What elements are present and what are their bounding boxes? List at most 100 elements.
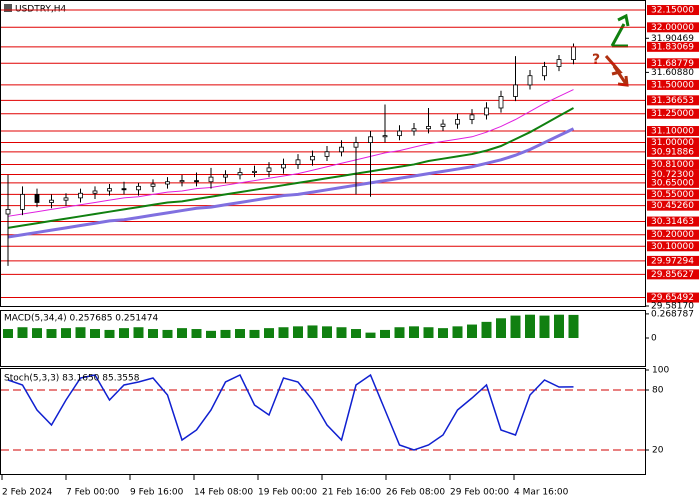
macd-bar [539, 315, 550, 338]
x-tick-label: 7 Feb 00:00 [66, 488, 120, 498]
macd-bar [336, 327, 347, 338]
main-panel [0, 0, 646, 307]
x-tick-label: 14 Feb 08:00 [194, 488, 253, 498]
candle-body [469, 114, 475, 120]
candle-body [397, 130, 402, 137]
level-label: 30.55000 [651, 190, 694, 200]
level-label: 29.97294 [651, 256, 694, 266]
candle-body [310, 155, 315, 161]
current-price-label: 31.83069 [651, 42, 694, 52]
level-tag [647, 126, 699, 137]
x-tick-label: 29 Feb 00:00 [450, 488, 509, 498]
buy-arrow-icon [610, 13, 630, 48]
candle-body [426, 126, 431, 130]
macd-bar [525, 314, 535, 338]
candle-body [5, 208, 11, 215]
macd-bar [467, 324, 477, 338]
macd-bar [496, 318, 506, 338]
macd-bar [104, 329, 115, 338]
moving-average [7, 107, 574, 229]
candle-body [223, 174, 228, 178]
level-tag [647, 241, 699, 252]
level-label: 30.72300 [651, 170, 694, 180]
level-tag [647, 58, 699, 69]
candle-body [150, 183, 156, 187]
candle-body [237, 172, 243, 176]
candle-body [208, 176, 214, 183]
macd-bar [46, 329, 57, 338]
x-tick-label: 4 Mar 16:00 [514, 488, 569, 498]
indicator-title: Stoch(5,3,3) 83.1650 85.3558 [4, 374, 140, 384]
candle-body [324, 151, 330, 157]
candle-body [542, 66, 547, 77]
candle-body [107, 188, 112, 192]
macd-bar [554, 314, 564, 338]
candle-body [353, 142, 359, 148]
level-label: 30.65000 [651, 178, 694, 188]
candle-body [411, 128, 417, 132]
candle-body [498, 96, 504, 109]
macd-bar [409, 326, 419, 338]
level-tag [647, 177, 699, 188]
macd-bar [264, 328, 274, 338]
macd-bar [249, 329, 260, 338]
candle-body [78, 192, 83, 199]
macd-bar [365, 332, 376, 338]
level-label: 32.00000 [651, 23, 694, 33]
y-tick-label: 29.58170 [651, 302, 694, 312]
x-tick-label: 21 Feb 16:00 [322, 488, 381, 498]
macd-bar [162, 329, 173, 338]
macd-bar [293, 326, 303, 338]
candle-body [194, 180, 199, 183]
candle-body [92, 190, 98, 194]
level-tag [647, 146, 699, 157]
symbol-label: USDTRY,H4 [15, 5, 67, 15]
candle-body [455, 119, 460, 125]
macd-bar [322, 326, 332, 338]
candle-body [63, 197, 69, 201]
level-label: 31.00000 [651, 138, 694, 148]
macd-bar [307, 325, 318, 338]
level-label: 31.25000 [651, 109, 694, 119]
candle-body [295, 159, 301, 165]
level-tag [647, 200, 699, 211]
candle-body [513, 84, 518, 97]
macd-bar [32, 328, 42, 338]
level-tag [647, 95, 699, 106]
macd-bar [148, 329, 158, 338]
stoch-line [7, 373, 574, 451]
macd-bar [380, 329, 390, 338]
level-label: 30.81000 [651, 160, 694, 170]
candle-body [252, 170, 257, 173]
level-label: 31.36653 [651, 96, 694, 106]
macd-bar [394, 327, 405, 338]
y-tick-label: 80 [652, 386, 664, 396]
level-tag [647, 189, 699, 200]
candle-body [121, 188, 127, 191]
x-tick-label: 19 Feb 00:00 [258, 488, 317, 498]
macd-bar [119, 328, 129, 338]
level-label: 30.10000 [651, 242, 694, 252]
level-tag [647, 5, 699, 16]
current-price-tag [647, 41, 699, 52]
x-tick-label: 9 Feb 16:00 [130, 488, 184, 498]
candle-body [49, 199, 54, 203]
candle-body [440, 123, 446, 127]
level-tag [647, 22, 699, 33]
level-tag [647, 108, 699, 119]
level-label: 30.91886 [651, 147, 694, 157]
level-tag [647, 137, 699, 148]
indicator-title: MACD(5,34,4) 0.257685 0.251474 [4, 314, 159, 324]
macd-bar [90, 329, 100, 338]
y-tick-label: 0 [651, 334, 657, 344]
level-tag [647, 255, 699, 266]
level-label: 29.85627 [651, 270, 694, 280]
macd-bar [206, 330, 216, 338]
candle-body [136, 185, 141, 191]
symbol-icon [4, 4, 12, 12]
macd-bar [75, 327, 86, 338]
level-label: 31.10000 [651, 127, 694, 137]
candle-body [527, 75, 533, 86]
x-tick-label: 2 Feb 2024 [2, 488, 53, 498]
